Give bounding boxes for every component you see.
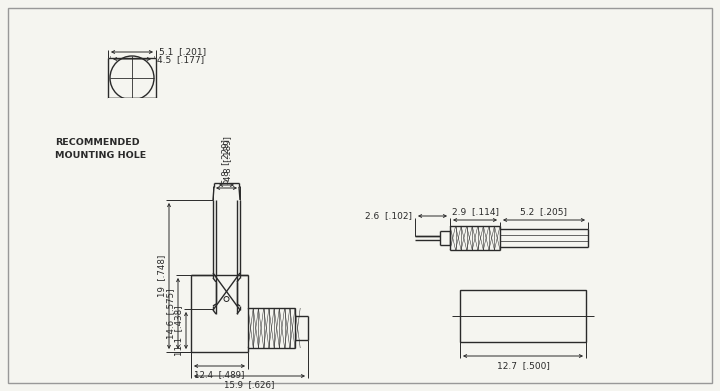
Text: 2.9  [.114]: 2.9 [.114] (451, 207, 498, 216)
Text: 11.1  [.438]: 11.1 [.438] (174, 305, 183, 356)
Bar (108, 98, 160, 125)
Text: 5.8  [.229]: 5.8 [.229] (221, 139, 230, 184)
Text: 4.8  [.189]: 4.8 [.189] (223, 136, 232, 181)
Text: 19  [.748]: 19 [.748] (157, 255, 166, 297)
Text: 12.4  [.489]: 12.4 [.489] (194, 370, 245, 379)
Text: 4.5  [.177]: 4.5 [.177] (157, 56, 204, 65)
Text: 5.1  [.201]: 5.1 [.201] (159, 47, 206, 57)
Text: RECOMMENDED
MOUNTING HOLE: RECOMMENDED MOUNTING HOLE (55, 138, 146, 160)
Text: 15.9  [.626]: 15.9 [.626] (225, 380, 275, 389)
Text: 2.6  [.102]: 2.6 [.102] (365, 212, 412, 221)
Bar (460, 290, 586, 342)
Text: 12.7  [.500]: 12.7 [.500] (497, 361, 549, 370)
Text: 5.2  [.205]: 5.2 [.205] (521, 207, 567, 216)
Text: 14.6  [.575]: 14.6 [.575] (166, 288, 175, 339)
